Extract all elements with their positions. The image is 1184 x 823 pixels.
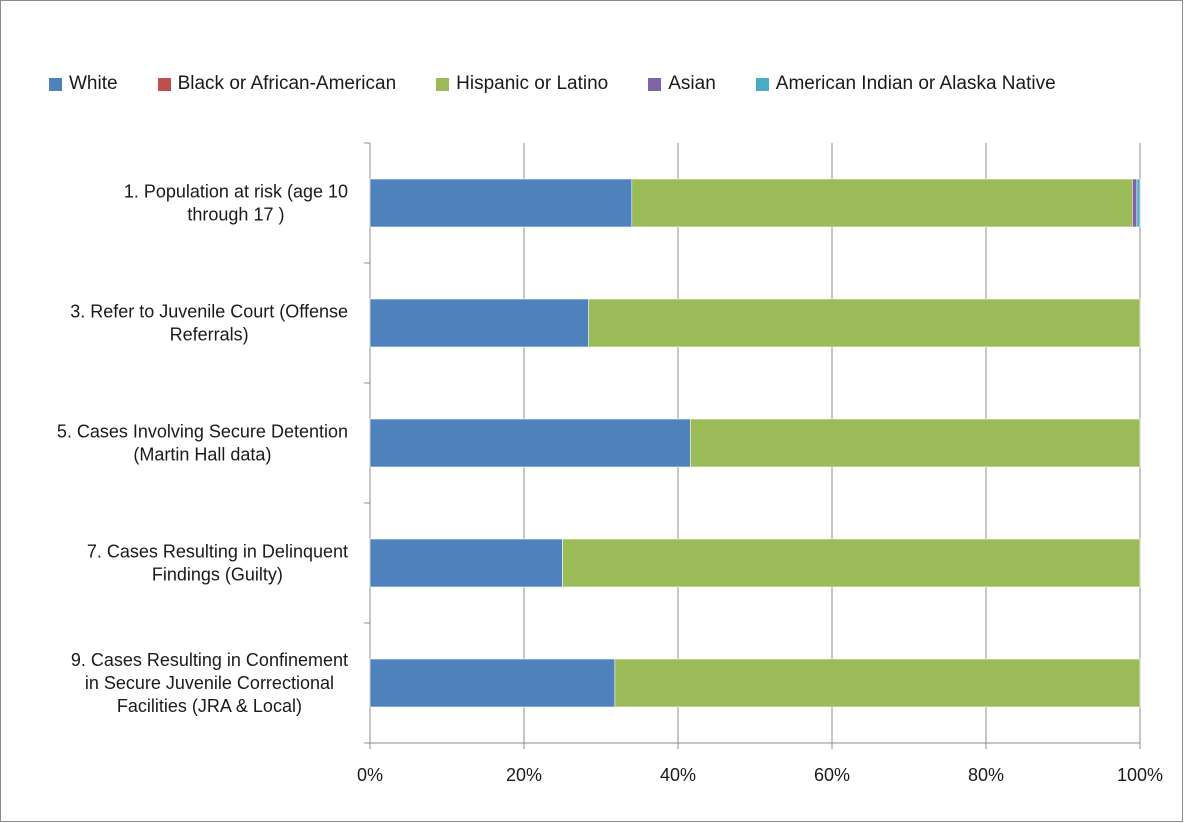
category-label-2-0: 5. Cases Involving Secure Detention <box>57 422 348 442</box>
category-label-2-1: (Martin Hall data) <box>133 445 271 465</box>
category-label-3-1: Findings (Guilty) <box>152 565 283 585</box>
legend-label-1: Black or African-American <box>177 73 397 94</box>
legend-swatch-1 <box>157 77 171 91</box>
bar-0-0 <box>369 178 633 228</box>
category-label-1-1: Referrals) <box>170 325 249 345</box>
category-label-1-0: 3. Refer to Juvenile Court (Offense <box>70 302 348 322</box>
legend-item-4: American Indian or Alaska Native <box>755 73 1056 95</box>
legend-item-2: Hispanic or Latino <box>436 73 608 95</box>
legend-swatch-0 <box>49 77 62 91</box>
x-tick-label-2: 40% <box>660 765 696 785</box>
legend-label-4: American Indian or Alaska Native <box>775 73 1056 94</box>
legend-label-2: Hispanic or Latino <box>456 73 609 94</box>
x-tick-label-5: 100% <box>1117 765 1163 785</box>
category-label-3-0: 7. Cases Resulting in Delinquent <box>87 542 348 562</box>
legend-label-3: Asian <box>668 73 716 94</box>
bar-4-2 <box>614 658 1141 708</box>
bar-2-2 <box>690 418 1141 468</box>
category-label-4-1: in Secure Juvenile Correctional <box>85 673 334 693</box>
bar-4-0 <box>369 658 616 708</box>
bar-1-2 <box>588 298 1141 348</box>
legend-swatch-4 <box>755 77 769 91</box>
legend-item-1: Black or African-American <box>157 73 397 95</box>
x-tick-label-0: 0% <box>357 765 383 785</box>
x-tick-label-1: 20% <box>506 765 542 785</box>
x-tick-label-4: 80% <box>968 765 1004 785</box>
category-label-4-0: 9. Cases Resulting in Confinement <box>71 650 348 670</box>
bar-3-2 <box>562 538 1141 588</box>
bar-2-0 <box>369 418 691 468</box>
legend-swatch-2 <box>436 77 450 91</box>
category-label-0-1: through 17 ) <box>187 205 284 225</box>
bar-0-2 <box>631 178 1133 228</box>
category-label-4-2: Facilities (JRA & Local) <box>117 696 302 716</box>
bar-3-0 <box>369 538 563 588</box>
legend-swatch-3 <box>648 77 662 91</box>
legend-label-0: White <box>69 73 118 94</box>
category-label-0-0: 1. Population at risk (age 10 <box>124 182 348 202</box>
legend-item-3: Asian <box>648 73 716 95</box>
legend-item-0: White <box>49 73 118 95</box>
bar-0-4 <box>1136 178 1141 228</box>
legend: White Black or African-American Hispanic o… <box>49 72 1096 96</box>
bar-0-3 <box>1132 178 1138 228</box>
x-tick-label-3: 60% <box>814 765 850 785</box>
bar-1-0 <box>369 298 589 348</box>
